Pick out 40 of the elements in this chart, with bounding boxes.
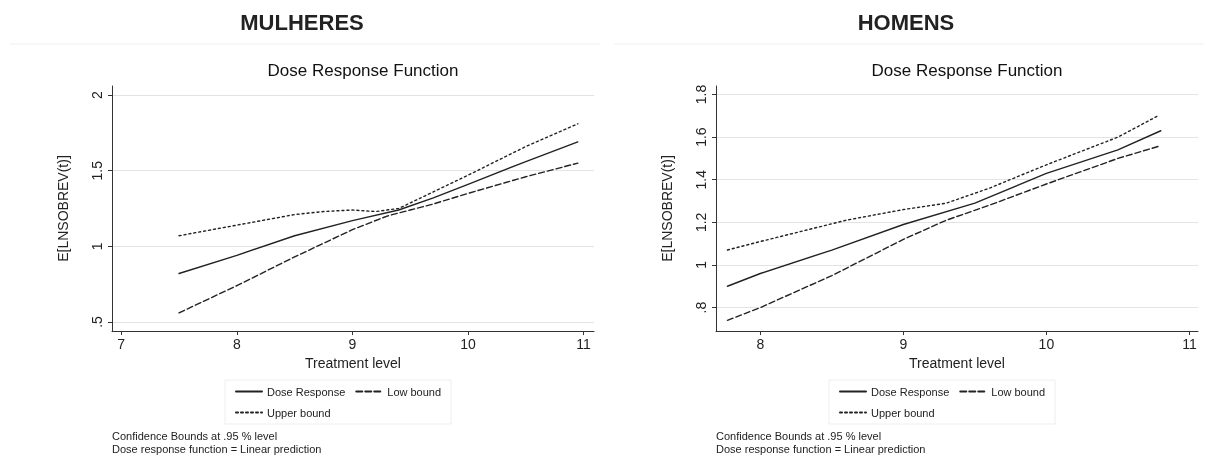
text: Confidence Bounds at .95 % level bbox=[112, 429, 278, 442]
chart-title: MULHERES bbox=[240, 9, 364, 35]
text: Confidence Bounds at .95 % level bbox=[716, 429, 882, 442]
y-axis-title: E[LNSOBREV(t)] bbox=[659, 155, 675, 262]
y-tick-label: 1.8 bbox=[693, 84, 709, 105]
chart-subtitle: Dose Response Function bbox=[871, 61, 1063, 80]
y-tick-label: 1 bbox=[693, 260, 709, 269]
y-tick-label: 1.5 bbox=[89, 160, 105, 181]
y-tick-label: .8 bbox=[693, 301, 709, 314]
legend-label: Upper bound bbox=[267, 406, 331, 419]
y-tick-label: 2 bbox=[89, 90, 105, 99]
chart-title: HOMENS bbox=[857, 9, 955, 35]
x-tick-label: 9 bbox=[899, 336, 908, 352]
x-tick-label: 10 bbox=[1038, 336, 1055, 352]
legend-label: Upper bound bbox=[871, 406, 935, 419]
x-axis-title: Treatment level bbox=[305, 354, 401, 371]
legend-label: Low bound bbox=[991, 385, 1046, 398]
y-tick-label: 1.4 bbox=[693, 169, 709, 190]
y-axis-title: E[LNSOBREV(t)] bbox=[55, 155, 71, 262]
x-tick-label: 11 bbox=[1182, 336, 1197, 352]
line-series bbox=[726, 115, 1159, 251]
chart-subtitle: Dose Response Function bbox=[267, 61, 459, 80]
legend-label: Dose Response bbox=[267, 385, 346, 398]
x-tick-label: 9 bbox=[348, 336, 357, 352]
y-tick-label: .5 bbox=[89, 315, 105, 328]
y-tick-label: 1.2 bbox=[693, 212, 709, 233]
text: Dose response function = Linear prediction bbox=[716, 442, 926, 455]
line-series bbox=[726, 130, 1162, 287]
line-series bbox=[726, 144, 1162, 322]
x-tick-label: 11 bbox=[576, 336, 592, 352]
x-axis-title: Treatment level bbox=[909, 354, 1005, 371]
x-tick-label: 10 bbox=[460, 336, 477, 352]
legend-label: Dose Response bbox=[871, 385, 950, 398]
y-tick-label: 1 bbox=[89, 242, 105, 251]
x-tick-label: 8 bbox=[756, 336, 765, 352]
x-tick-label: 7 bbox=[117, 336, 126, 352]
legend-label: Low bound bbox=[387, 385, 442, 398]
x-tick-label: 8 bbox=[232, 336, 241, 352]
text: Dose response function = Linear prediction bbox=[112, 442, 322, 455]
y-tick-label: 1.6 bbox=[693, 127, 709, 147]
